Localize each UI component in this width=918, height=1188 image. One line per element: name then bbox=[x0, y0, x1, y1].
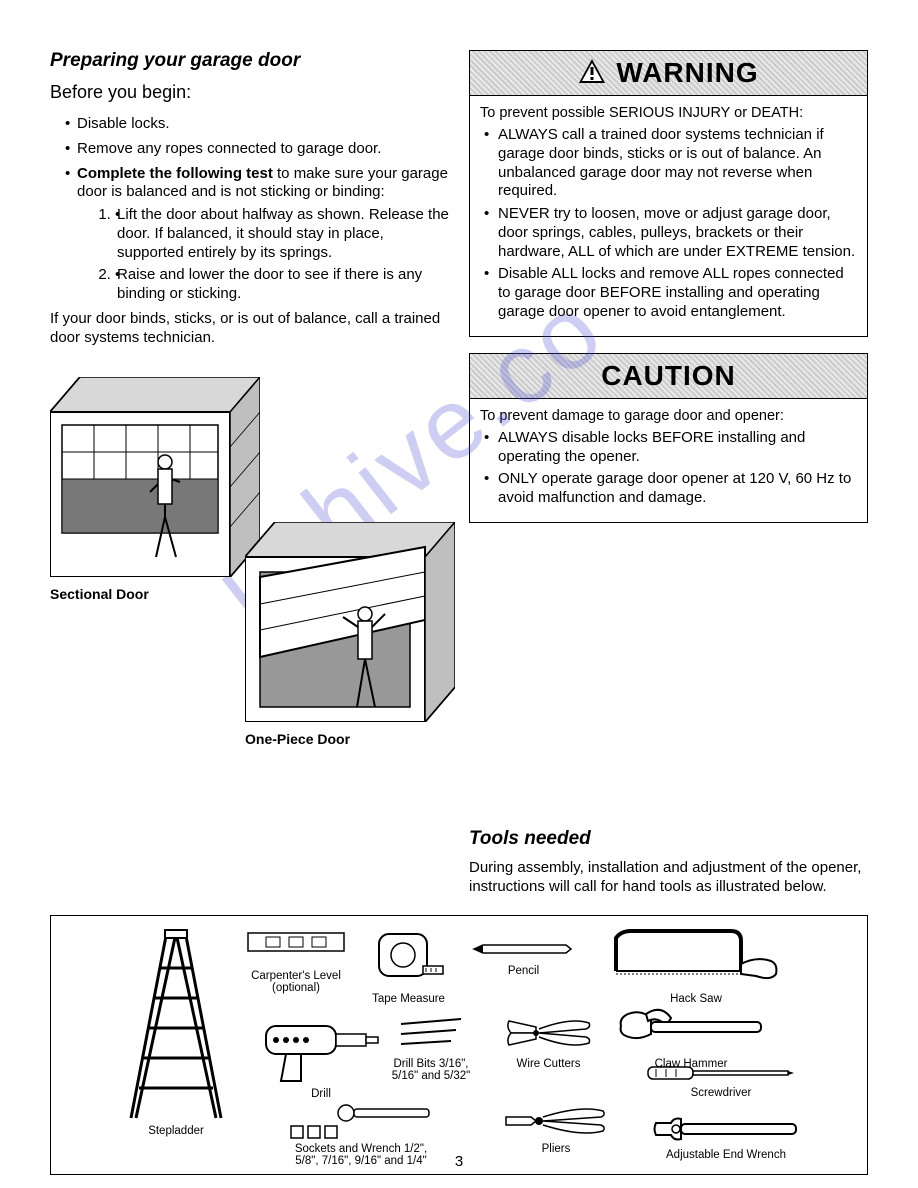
warning-triangle-icon bbox=[578, 58, 606, 89]
tool-screwdriver: Screwdriver bbox=[646, 1061, 796, 1099]
caution-title: CAUTION bbox=[601, 360, 736, 392]
warning-box: WARNING To prevent possible SERIOUS INJU… bbox=[469, 50, 868, 337]
page-number: 3 bbox=[0, 1153, 918, 1170]
warning-title: WARNING bbox=[616, 57, 758, 89]
caution-header: CAUTION bbox=[470, 354, 867, 399]
section-title: Preparing your garage door bbox=[50, 50, 449, 72]
tool-cutters: Wire Cutters bbox=[501, 1011, 596, 1070]
closing-para: If your door binds, sticks, or is out of… bbox=[50, 310, 449, 348]
tool-label: Carpenter's Level (optional) bbox=[246, 970, 346, 994]
warning-header: WARNING bbox=[470, 51, 867, 96]
list-item: Disable locks. bbox=[65, 115, 449, 134]
tools-title: Tools needed bbox=[469, 828, 868, 850]
tool-label: Hack Saw bbox=[606, 993, 786, 1005]
tool-label: Stepladder bbox=[121, 1125, 231, 1137]
test-steps: Lift the door about halfway as shown. Re… bbox=[77, 206, 449, 304]
onepiece-door-illustration bbox=[245, 522, 455, 722]
warning-item: Disable ALL locks and remove ALL ropes c… bbox=[484, 265, 857, 321]
figure-label: Sectional Door bbox=[50, 586, 260, 602]
caution-item: ALWAYS disable locks BEFORE installing a… bbox=[484, 429, 857, 467]
tool-tape: Tape Measure bbox=[371, 926, 446, 1005]
tool-stepladder: Stepladder bbox=[121, 928, 231, 1137]
tool-pliers: Pliers bbox=[501, 1101, 611, 1155]
step: Raise and lower the door to see if there… bbox=[115, 266, 449, 304]
caution-box: CAUTION To prevent damage to garage door… bbox=[469, 353, 868, 523]
warning-intro: To prevent possible SERIOUS INJURY or DE… bbox=[480, 104, 857, 122]
figure-sectional: Sectional Door bbox=[50, 377, 260, 602]
tool-label: Drill Bits 3/16", 5/16" and 5/32" bbox=[391, 1058, 471, 1082]
tools-para: During assembly, installation and adjust… bbox=[469, 858, 868, 897]
tool-pencil: Pencil bbox=[471, 941, 576, 977]
tool-drillbits: Drill Bits 3/16", 5/16" and 5/32" bbox=[391, 1016, 471, 1082]
bold-lead: Complete the following test bbox=[77, 165, 273, 182]
tools-panel: Stepladder Carpenter's Level (optional) … bbox=[50, 915, 868, 1175]
caution-item: ONLY operate garage door opener at 120 V… bbox=[484, 470, 857, 508]
tool-label: Screwdriver bbox=[646, 1087, 796, 1099]
step: Lift the door about halfway as shown. Re… bbox=[115, 206, 449, 262]
list-item: Remove any ropes connected to garage doo… bbox=[65, 140, 449, 159]
tool-label: Drill bbox=[261, 1088, 381, 1100]
figure-label: One-Piece Door bbox=[245, 731, 455, 747]
figure-onepiece: One-Piece Door bbox=[245, 522, 455, 747]
caution-intro: To prevent damage to garage door and ope… bbox=[480, 407, 857, 425]
tool-label: Pencil bbox=[471, 965, 576, 977]
warning-item: ALWAYS call a trained door systems techn… bbox=[484, 126, 857, 201]
tool-label: Tape Measure bbox=[371, 993, 446, 1005]
tool-label: Wire Cutters bbox=[501, 1058, 596, 1070]
sectional-door-illustration bbox=[50, 377, 260, 577]
tool-hacksaw: Hack Saw bbox=[606, 926, 786, 1005]
tool-drill: Drill bbox=[261, 1016, 381, 1100]
list-item: Complete the following test to make sure… bbox=[65, 165, 449, 304]
prep-list: Disable locks. Remove any ropes connecte… bbox=[50, 115, 449, 304]
tool-level: Carpenter's Level (optional) bbox=[246, 928, 346, 994]
subtitle: Before you begin: bbox=[50, 82, 449, 103]
warning-item: NEVER try to loosen, move or adjust gara… bbox=[484, 205, 857, 261]
